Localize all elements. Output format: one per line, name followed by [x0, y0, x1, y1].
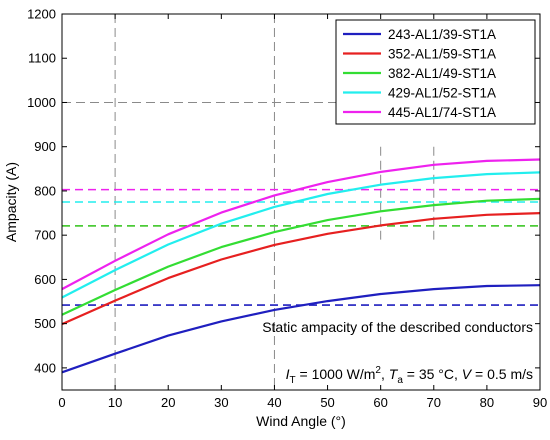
y-axis-label: Ampacity (A) [3, 162, 19, 242]
series-line-3 [61, 171, 541, 299]
x-tick-label-60: 60 [373, 395, 387, 410]
x-tick-label-50: 50 [320, 395, 334, 410]
legend: 243-AL1/39-ST1A 352-AL1/59-ST1A 382-AL1/49… [335, 19, 536, 125]
static-annotation: Static ampacity of the described conduct… [262, 319, 533, 335]
y-tick-label-400: 400 [34, 360, 56, 375]
y-tick-label-1100: 1100 [28, 51, 56, 66]
y-tick-label-900: 900 [34, 139, 56, 154]
legend-label-2: 382-AL1/49-ST1A [388, 66, 496, 81]
x-tick-label-70: 70 [427, 395, 441, 410]
x-tick-label-40: 40 [267, 395, 281, 410]
x-tick-label-10: 10 [108, 395, 122, 410]
x-tick-label-90: 90 [533, 395, 547, 410]
y-tick-label-1000: 1000 [27, 95, 56, 110]
x-axis-label: Wind Angle (°) [256, 413, 346, 429]
x-tick-label-0: 0 [58, 395, 65, 410]
y-tick-label-1200: 1200 [27, 7, 56, 22]
legend-label-3: 429-AL1/52-ST1A [388, 86, 496, 101]
series-lines [61, 158, 541, 374]
legend-label-4: 445-AL1/74-ST1A [388, 105, 496, 120]
y-tick-label-800: 800 [34, 183, 56, 198]
axis-ticks: 0 10 20 30 40 50 60 70 80 90 400 500 600 700 800 900 100… [27, 7, 547, 411]
series-line-0 [61, 284, 541, 374]
series-line-1 [61, 212, 541, 326]
series-line-2 [61, 197, 541, 316]
legend-label-1: 352-AL1/59-ST1A [388, 47, 496, 62]
legend-label-0: 243-AL1/39-ST1A [388, 27, 496, 42]
series-line-4 [61, 158, 541, 291]
y-tick-label-500: 500 [34, 316, 56, 331]
y-tick-label-700: 700 [34, 228, 56, 243]
x-tick-label-80: 80 [480, 395, 494, 410]
plot-frame [61, 13, 541, 391]
y-tick-label-600: 600 [34, 272, 56, 287]
x-tick-label-20: 20 [161, 395, 175, 410]
x-tick-label-30: 30 [214, 395, 228, 410]
conditions-annotation: IT = 1000 W/m2, Ta = 35 °C, V = 0.5 m/s [286, 365, 533, 386]
